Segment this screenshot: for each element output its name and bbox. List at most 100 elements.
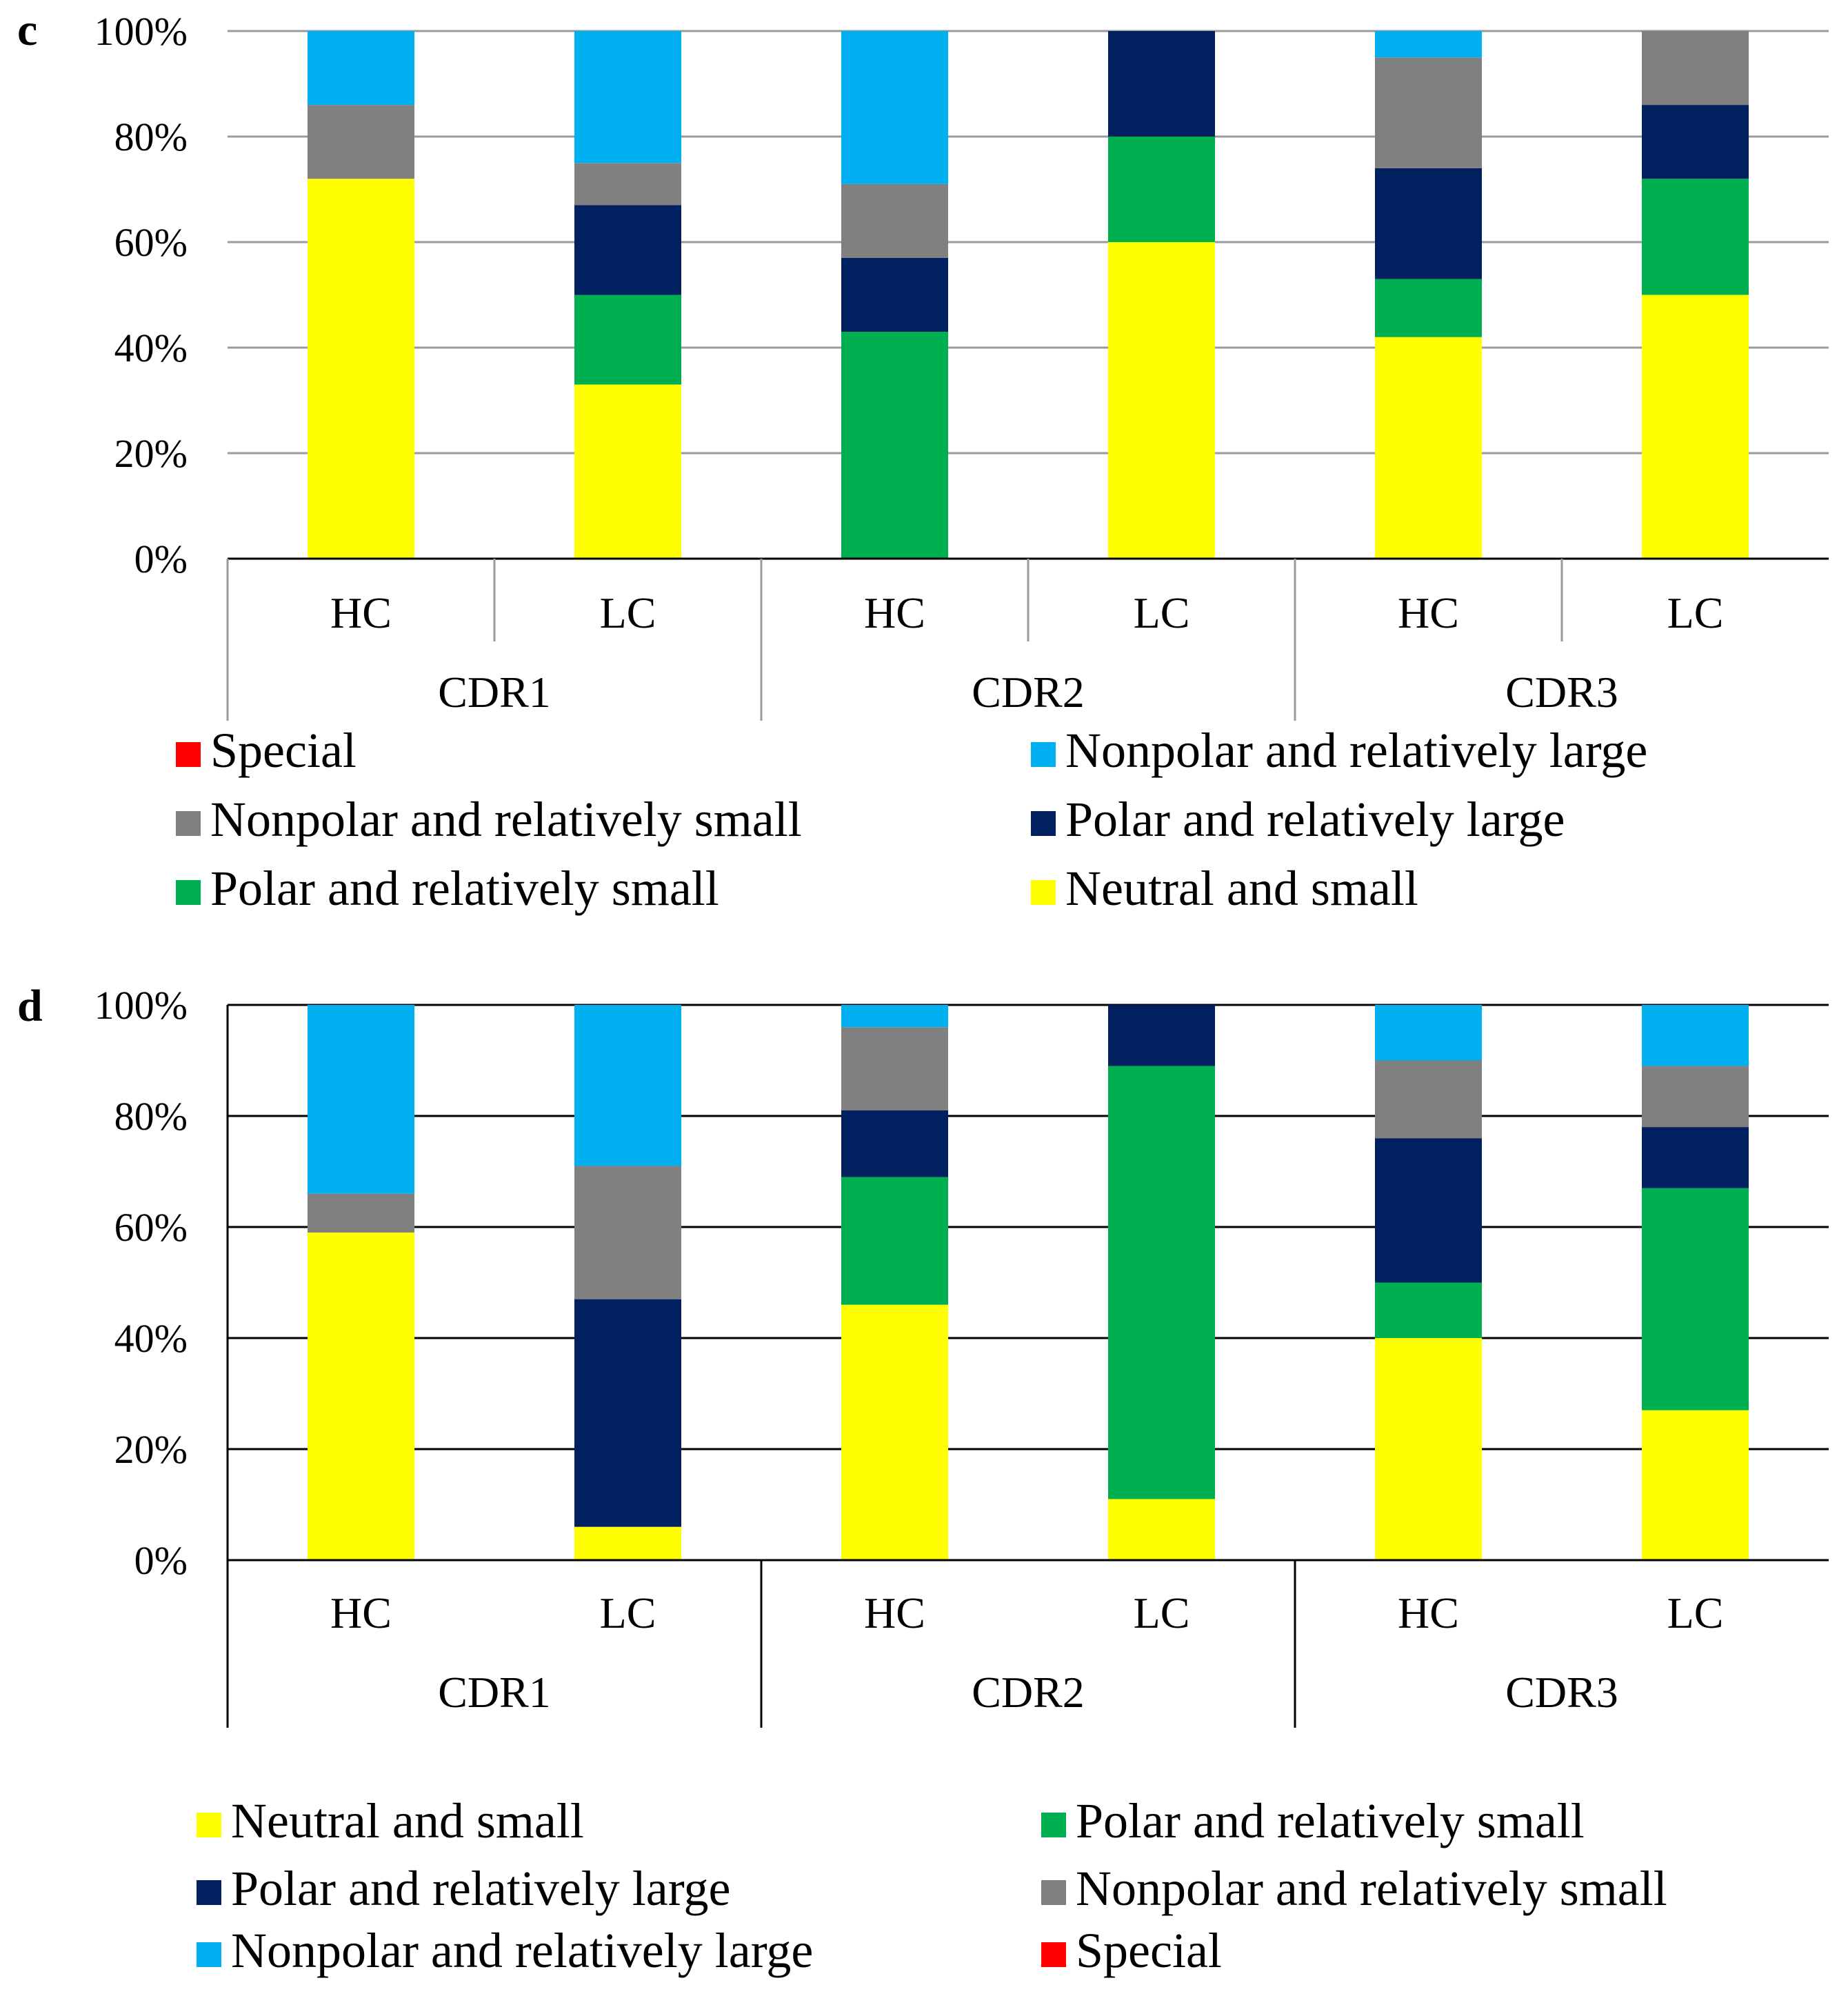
panel-c-bar-segment [1108,137,1215,242]
panel-d-bar-segment [1108,1005,1215,1066]
panel-c-legend-label: Neutral and small [1065,861,1418,916]
panel-d-bar-segment [574,1299,681,1527]
panel-d-bar-segment [1375,1138,1482,1283]
panel-d-group-label: CDR1 [438,1668,551,1717]
panel-d-bar-segment [1375,1060,1482,1139]
panel-d-bar-segment [308,1193,414,1233]
panel-c-category-label: LC [1667,588,1724,637]
panel-d-bar-segment [841,1304,948,1560]
panel-d-bar-segment [1642,1127,1749,1188]
panel-d-legend-swatch [197,1942,221,1967]
panel-d-bar-segment [841,1005,948,1028]
panel-d-bar-segment [1375,1005,1482,1061]
panel-d-bar-segment [1642,1005,1749,1066]
panel-c-bar-segment [308,31,414,106]
panel-c-y-tick-label: 0% [134,537,188,581]
panel-c-category-label: HC [330,588,392,637]
panel-d-legend-swatch [1041,1880,1066,1905]
panel-c-legend-swatch [1031,811,1056,836]
panel-d-legend-label: Special [1076,1923,1222,1978]
panel-c-y-tick-label: 100% [94,9,188,54]
panel-c-legend-swatch [176,811,201,836]
panel-d-group-label: CDR2 [972,1668,1085,1717]
panel-d-category-label: LC [1134,1588,1190,1637]
panel-d-category-label: HC [864,1588,925,1637]
panel-d-category-label: HC [330,1588,392,1637]
panel-d-bar-segment [574,1526,681,1560]
panel-d-legend-label: Nonpolar and relatively large [231,1923,813,1978]
panel-d-bar-segment [841,1027,948,1110]
panel-d-category-label: LC [600,1588,656,1637]
panel-c-bar-segment [1642,295,1749,559]
panel-c-bar-segment [841,31,948,184]
panel-d-bar-segment [1642,1188,1749,1410]
panel-c-bar-segment [1375,31,1482,58]
panel-c-category-label: HC [1398,588,1459,637]
panel-d-bar-segment [574,1166,681,1299]
panel-d-legend-swatch [1041,1813,1066,1837]
panel-c-bar-segment [1375,337,1482,559]
panel-c-category-label: HC [864,588,925,637]
panel-c-bar-segment [1375,168,1482,279]
panel-c-legend-label: Polar and relatively small [210,861,719,916]
panel-c-bar-segment [574,205,681,295]
panel-d-legend-swatch [197,1880,221,1905]
panel-d-bar-segment [1375,1282,1482,1338]
panel-d-category-label: HC [1398,1588,1459,1637]
panel-c-y-tick-label: 40% [114,326,188,370]
panel-c-category-label: LC [1134,588,1190,637]
panel-d-bar-segment [574,1005,681,1166]
panel-c-legend-label: Special [210,723,356,778]
panel-d-y-tick-label: 80% [114,1094,188,1139]
panel-c-bar-segment [841,332,948,559]
panel-c-y-tick-label: 80% [114,114,188,159]
panel-c-label: c [17,5,37,55]
panel-c-bar-segment [574,295,681,385]
panel-c-legend-swatch [176,880,201,905]
panel-d-legend-swatch [1041,1942,1066,1967]
panel-d-y-tick-label: 60% [114,1205,188,1250]
panel-c-bar-segment [1642,179,1749,295]
panel-c-bar-segment [841,183,948,258]
panel-c-bar-segment [841,257,948,332]
panel-c-legend-label: Polar and relatively large [1065,792,1565,847]
panel-d-legend-label: Polar and relatively small [1076,1793,1585,1848]
panel-d-bar-segment [1375,1338,1482,1560]
panel-d-legend-label: Polar and relatively large [231,1861,730,1916]
panel-c-bar-segment [308,105,414,179]
panel-d-bar-segment [841,1110,948,1177]
panel-c-bar-segment [574,163,681,206]
panel-d-legend-swatch [197,1813,221,1837]
panel-c-y-tick-label: 20% [114,431,188,476]
panel-d-group-label: CDR3 [1505,1668,1618,1717]
panel-c-bar-segment [1108,31,1215,137]
panel-d-bar-segment [841,1177,948,1305]
panel-d-y-tick-label: 0% [134,1538,188,1583]
panel-d-bar-segment [1108,1066,1215,1499]
panel-c-bar-segment [1642,105,1749,179]
panel-c-legend-label: Nonpolar and relatively small [210,792,802,847]
panel-c-bar-segment [1375,279,1482,337]
panel-d-bar-segment [1642,1410,1749,1560]
panel-d-legend-label: Neutral and small [231,1793,584,1848]
panel-d-legend-label: Nonpolar and relatively small [1076,1861,1667,1916]
panel-d-y-tick-label: 100% [94,983,188,1028]
panel-c-legend-label: Nonpolar and relatively large [1065,723,1647,778]
panel-c-bar-segment [308,179,414,559]
panel-d-y-tick-label: 40% [114,1316,188,1361]
panel-c-legend-swatch [176,742,201,767]
panel-d-bar-segment [308,1233,414,1560]
panel-c-bar-segment [1642,31,1749,106]
panel-c-legend-swatch [1031,742,1056,767]
panel-d-label: d [17,981,43,1031]
panel-c-group-label: CDR1 [438,668,551,717]
panel-c-category-label: LC [600,588,656,637]
panel-c-group-label: CDR2 [972,668,1085,717]
panel-c-bar-segment [574,384,681,559]
panel-d-bar-segment [308,1005,414,1194]
panel-c-legend-swatch [1031,880,1056,905]
panel-d-bar-segment [1642,1066,1749,1128]
panel-c-group-label: CDR3 [1505,668,1618,717]
panel-c-bar-segment [1108,242,1215,559]
